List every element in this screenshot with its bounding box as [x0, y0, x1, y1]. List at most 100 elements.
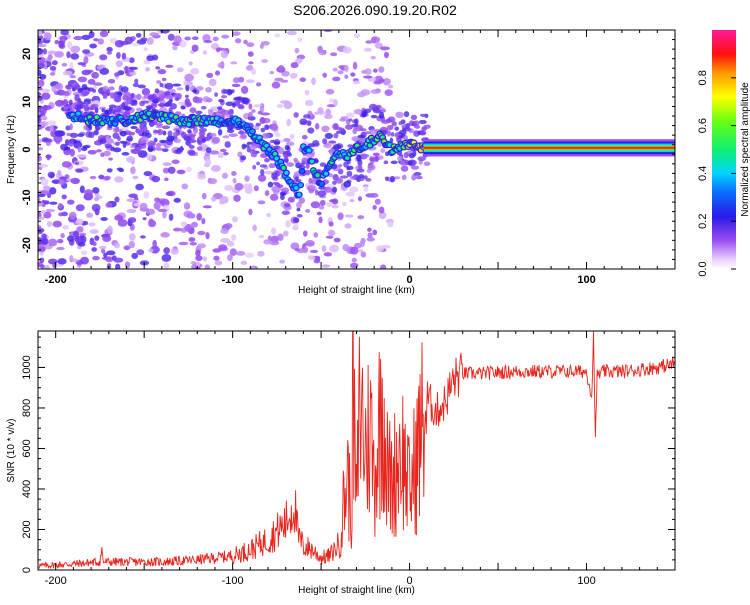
noise-blob [198, 131, 204, 137]
noise-blob [305, 208, 311, 213]
noise-blob [246, 42, 255, 48]
noise-blob [190, 68, 200, 75]
noise-blob [354, 118, 359, 126]
noise-blob [338, 65, 345, 69]
noise-blob [83, 100, 92, 105]
noise-blob [233, 96, 242, 101]
ridge-core [294, 185, 299, 190]
noise-blob [116, 51, 121, 59]
noise-blob [130, 92, 135, 99]
noise-blob [378, 155, 384, 160]
noise-blob [63, 105, 69, 111]
noise-blob [283, 202, 291, 208]
noise-blob [342, 46, 352, 54]
noise-blob [152, 239, 157, 248]
noise-blob [77, 145, 82, 153]
noise-blob [344, 223, 352, 229]
noise-blob [46, 154, 51, 161]
noise-blob [419, 113, 427, 117]
noise-blob [121, 111, 130, 115]
noise-blob [152, 121, 158, 126]
noise-blob [174, 138, 181, 143]
bottom-y-axis-label: SNR (10 * v/v) [6, 419, 17, 483]
noise-blob [140, 37, 148, 42]
noise-blob [137, 84, 146, 89]
noise-blob [373, 68, 378, 73]
noise-blob [176, 67, 184, 73]
noise-blob [253, 185, 259, 192]
noise-blob [123, 91, 131, 98]
noise-blob [330, 52, 338, 57]
noise-blob [67, 235, 75, 242]
noise-blob [405, 122, 411, 129]
noise-blob [161, 125, 171, 130]
noise-blob [218, 98, 225, 103]
noise-blob [264, 124, 270, 131]
noise-blob [356, 154, 362, 162]
noise-blob [367, 227, 372, 232]
noise-blob [135, 32, 142, 38]
noise-blob [372, 229, 378, 236]
noise-blob [135, 107, 143, 112]
bottom-x-tick-label: -200 [45, 575, 67, 587]
bottom-y-tick-label: 800 [21, 399, 33, 417]
noise-blob [236, 250, 246, 256]
noise-blob [345, 191, 355, 197]
noise-blob [333, 98, 338, 107]
noise-blob [344, 124, 353, 130]
noise-blob [53, 134, 63, 143]
noise-blob [220, 237, 231, 243]
noise-blob [357, 215, 365, 220]
noise-blob [173, 131, 179, 137]
noise-blob [407, 160, 413, 166]
noise-blob [119, 140, 128, 144]
noise-blob [69, 148, 76, 157]
noise-blob [147, 94, 155, 101]
noise-blob [217, 62, 225, 69]
noise-blob [38, 57, 46, 64]
noise-blob [250, 266, 256, 269]
noise-blob [121, 151, 130, 156]
noise-blob [233, 194, 241, 202]
noise-blob [78, 88, 84, 92]
noise-blob [139, 202, 148, 211]
noise-blob [345, 112, 355, 118]
noise-blob [205, 232, 210, 240]
noise-blob [278, 64, 284, 71]
noise-blob [165, 191, 174, 197]
noise-blob [287, 196, 295, 203]
ridge-core [281, 165, 286, 170]
noise-blob [224, 141, 231, 148]
noise-blob [360, 89, 371, 96]
noise-blob [389, 175, 395, 183]
noise-blob [188, 61, 193, 66]
noise-blob [324, 113, 333, 120]
noise-blob [61, 194, 67, 200]
noise-blob [231, 83, 241, 88]
noise-blob [81, 146, 88, 152]
noise-blob [68, 99, 73, 106]
noise-blob [337, 70, 344, 75]
spectrogram-heatmap [38, 30, 675, 269]
noise-blob [293, 157, 298, 163]
noise-blob [271, 81, 281, 89]
noise-blob [232, 103, 236, 108]
ridge-core [284, 170, 289, 175]
noise-blob [363, 75, 373, 79]
noise-blob [328, 221, 334, 227]
noise-blob [369, 192, 379, 198]
noise-blob [380, 148, 386, 154]
noise-blob [146, 153, 153, 161]
noise-blob [160, 30, 170, 34]
noise-blob [159, 139, 168, 144]
noise-blob [142, 131, 147, 138]
noise-blob [76, 226, 84, 233]
noise-blob [248, 208, 253, 216]
noise-blob [413, 172, 422, 176]
noise-blob [290, 62, 299, 69]
noise-blob [38, 69, 42, 77]
noise-blob [73, 84, 81, 90]
noise-blob [148, 218, 154, 225]
